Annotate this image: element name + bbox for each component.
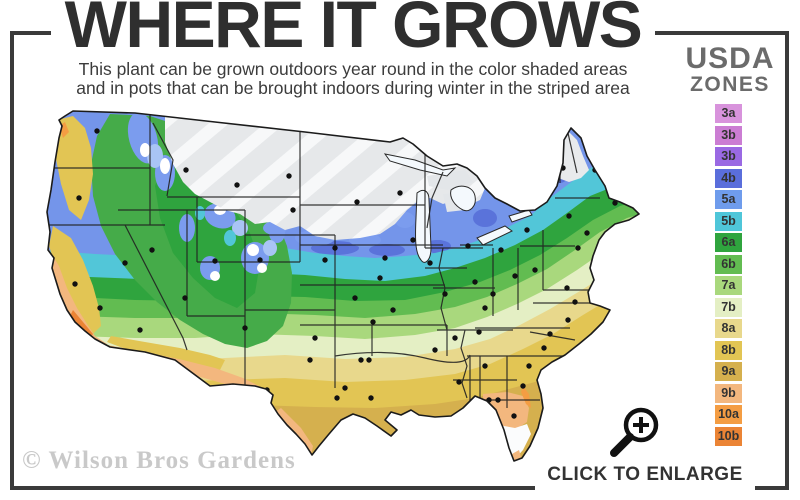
legend-swatch-label: 8a [721, 321, 736, 335]
legend-swatch-label: 3a [721, 106, 736, 120]
legend-swatch-label: 8b [721, 342, 736, 357]
legend-heading-usda: USDA [685, 42, 775, 75]
legend-swatch: 10b [715, 426, 742, 446]
map-fills [47, 111, 639, 461]
state-borders [48, 114, 603, 420]
legend-swatch-label: 5a [721, 192, 736, 206]
legend-swatch-label: 5b [721, 213, 736, 228]
legend-swatch: 3a [715, 104, 742, 123]
legend-swatch-label: 3b [721, 127, 736, 142]
legend-swatch: 7a [715, 276, 742, 295]
watermark: © Wilson Bros Gardens [22, 447, 296, 474]
legend-swatch: 4b [715, 168, 742, 188]
subtitle-line-1: This plant can be grown outdoors year ro… [78, 59, 628, 79]
legend-swatch-label: 9a [721, 364, 736, 378]
legend-swatch-label: 10a [718, 407, 739, 421]
legend-swatch: 5b [715, 211, 742, 231]
usda-zone-map-svg [46, 110, 640, 462]
legend-swatch: 6b [715, 254, 742, 274]
legend-swatch: 3b [715, 147, 742, 166]
legend-swatch: 7b [715, 297, 742, 317]
us-outline [46, 110, 640, 462]
page-title: WHERE IT GROWS [50, 0, 656, 57]
legend-swatch: 6a [715, 233, 742, 252]
title-row: WHERE IT GROWS [0, 0, 706, 57]
click-to-enlarge-button[interactable]: CLICK TO ENLARGE [535, 462, 755, 490]
usda-zone-map[interactable] [15, 98, 655, 483]
legend-heading: USDA ZONES [672, 44, 788, 96]
legend-swatch: 8a [715, 319, 742, 338]
subtitle: This plant can be grown outdoors year ro… [0, 60, 706, 98]
legend-swatch-label: 7b [721, 299, 736, 314]
legend-swatch-label: 4b [721, 170, 736, 185]
subtitle-line-2: and in pots that can be brought indoors … [76, 78, 630, 98]
legend-swatch-label: 7a [721, 278, 736, 292]
legend-heading-zones: ZONES [690, 73, 770, 96]
legend-swatch: 9a [715, 362, 742, 381]
legend-swatch: 10a [715, 405, 742, 424]
magnifier-plus-icon[interactable] [603, 403, 667, 465]
legend-swatch-label: 9b [721, 385, 736, 400]
legend-swatch-label: 6b [721, 256, 736, 271]
legend-swatch: 9b [715, 383, 742, 403]
legend-swatch: 8b [715, 340, 742, 360]
city-dots [72, 128, 618, 419]
legend-swatches: 3a 3b 3b 4b 5a 5b 6a 6b 7a 7b 8a 8b 9a 9b 10a 10b [715, 104, 742, 448]
legend-swatch: 3b [715, 125, 742, 145]
great-lakes [383, 153, 533, 263]
legend-swatch-label: 3b [721, 149, 736, 163]
legend-swatch-label: 10b [717, 428, 740, 443]
legend-swatch: 5a [715, 190, 742, 209]
legend-swatch-label: 6a [721, 235, 736, 249]
